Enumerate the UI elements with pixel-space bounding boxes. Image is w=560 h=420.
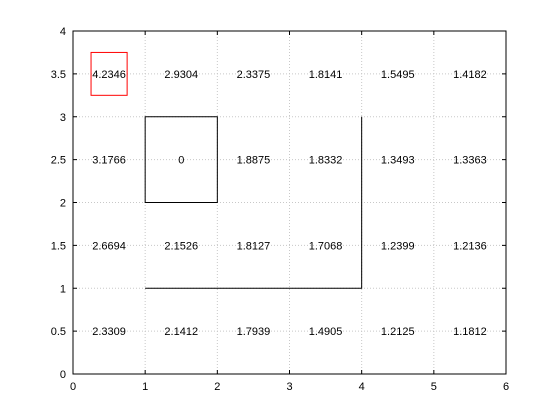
grid-lines	[73, 31, 506, 374]
cell-value-label: 1.5495	[381, 69, 415, 81]
cell-value-label: 2.3375	[237, 69, 271, 81]
y-tick-label: 2.5	[51, 155, 66, 167]
cell-value-label: 1.3493	[381, 155, 415, 167]
x-tick-label: 4	[359, 381, 365, 393]
cell-values: 4.2346 2.9304 2.3375 1.8141 1.5495 1.4182 3.17…	[92, 69, 486, 338]
cell-value-label: 1.7939	[237, 326, 271, 338]
x-tick-label: 0	[70, 381, 76, 393]
x-tick-label: 1	[142, 381, 148, 393]
cell-value-label: 2.3309	[92, 326, 126, 338]
y-tick-label: 3.5	[51, 69, 66, 81]
y-tick-label: 3	[60, 112, 66, 124]
cell-value-label: 1.8332	[309, 155, 343, 167]
cell-value-label: 2.1526	[164, 240, 198, 252]
cell-value-label: 1.7068	[309, 240, 343, 252]
cell-value-label: 1.2125	[381, 326, 415, 338]
boundary-line	[145, 116, 363, 289]
y-tick-label: 0	[60, 369, 66, 381]
cell-value-label: 1.1812	[453, 326, 487, 338]
cell-value-label: 2.6694	[92, 240, 126, 252]
y-tick-label: 1	[60, 283, 66, 295]
cell-value-label: 1.4182	[453, 69, 487, 81]
highlight-box-black	[144, 116, 218, 203]
y-tick-label: 4	[60, 26, 66, 38]
cell-value-label: 1.2136	[453, 240, 487, 252]
axis-ticks: 0 1 2 3 4 5 6 0 0.5 1 1.5 2 2.5 3 3.5 4	[51, 26, 509, 393]
cell-value-label: 1.8875	[237, 155, 271, 167]
annotations	[90, 51, 363, 289]
x-tick-label: 3	[286, 381, 292, 393]
cell-value-label: 1.2399	[381, 240, 415, 252]
cell-value-label: 1.4905	[309, 326, 343, 338]
cell-value-label: 2.1412	[164, 326, 198, 338]
x-tick-label: 2	[214, 381, 220, 393]
cell-value-label: 2.9304	[164, 69, 198, 81]
cell-value-label: 1.8141	[309, 69, 343, 81]
cell-value-label: 0	[178, 155, 184, 167]
cell-value-label: 3.1766	[92, 155, 126, 167]
cell-value-label: 1.8127	[237, 240, 271, 252]
x-tick-label: 6	[503, 381, 509, 393]
cell-value-label: 4.2346	[92, 69, 126, 81]
highlight-box-red	[90, 51, 128, 96]
cell-value-label: 1.3363	[453, 155, 487, 167]
y-tick-label: 2	[60, 198, 66, 210]
x-tick-label: 5	[431, 381, 437, 393]
y-tick-label: 0.5	[51, 326, 66, 338]
y-tick-label: 1.5	[51, 240, 66, 252]
